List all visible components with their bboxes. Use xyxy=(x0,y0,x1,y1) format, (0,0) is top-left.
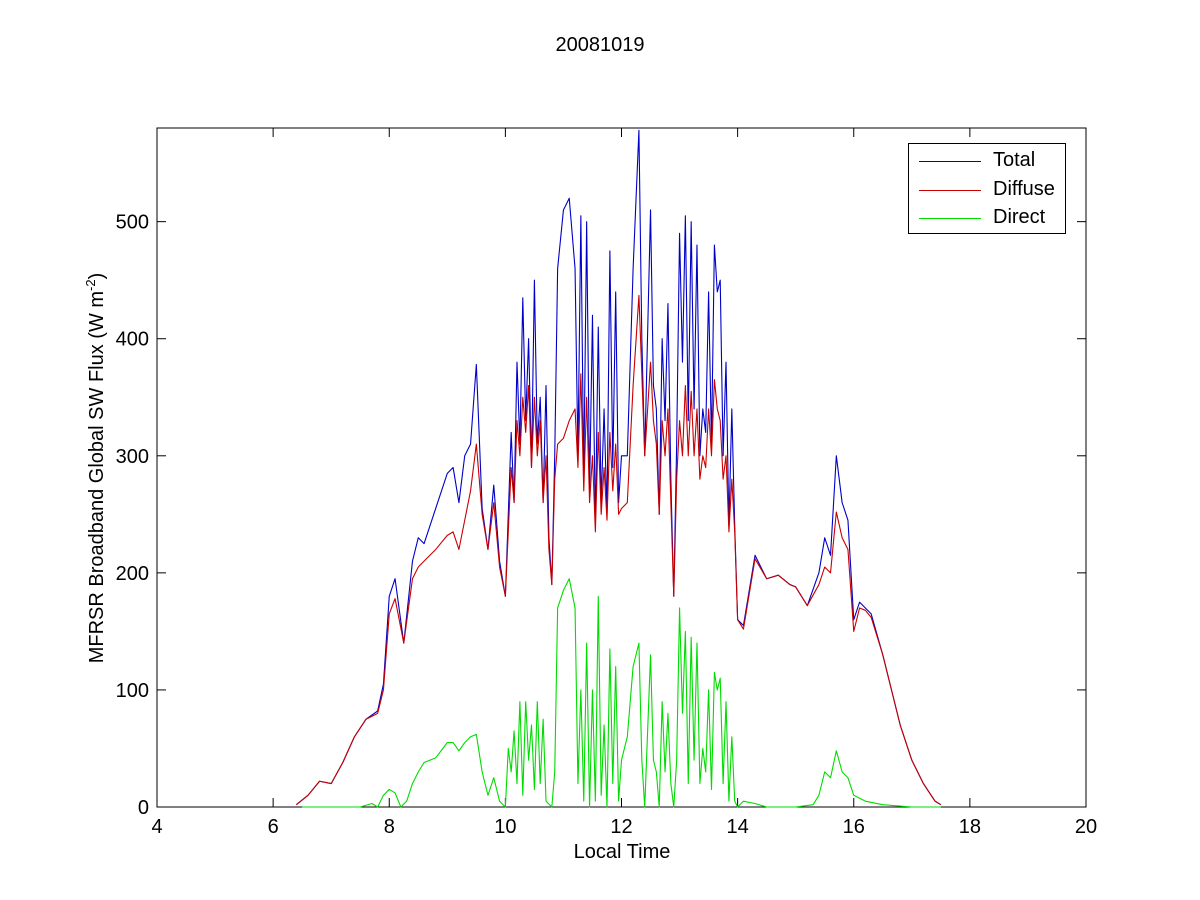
legend-swatch-diffuse xyxy=(919,190,981,191)
y-tick-label: 100 xyxy=(116,680,149,702)
chart-title: 20081019 xyxy=(555,34,645,56)
y-tick-label: 500 xyxy=(116,212,149,234)
axes-box xyxy=(156,127,1087,808)
x-tick-label: 6 xyxy=(268,816,279,838)
x-tick-label: 16 xyxy=(843,816,865,838)
y-axis-label: MFRSR Broadband Global SW Flux (W m-2) xyxy=(83,273,109,664)
legend-label-total: Total xyxy=(993,149,1036,171)
legend-swatch-total xyxy=(919,161,981,162)
legend-entry-total: Total xyxy=(909,147,1067,175)
x-tick-label: 10 xyxy=(494,816,516,838)
y-axis-label-tail: ) xyxy=(85,272,108,280)
legend-label-diffuse: Diffuse xyxy=(993,178,1055,200)
x-tick-label: 20 xyxy=(1075,816,1097,838)
x-tick-label: 8 xyxy=(384,816,395,838)
y-tick-label: 300 xyxy=(116,446,149,468)
legend: Total Diffuse Direct xyxy=(908,143,1066,234)
legend-label-direct: Direct xyxy=(993,206,1046,228)
y-tick-label: 400 xyxy=(116,329,149,351)
x-tick-label: 18 xyxy=(959,816,981,838)
series-line-direct xyxy=(302,578,941,808)
x-tick-label: 14 xyxy=(727,816,749,838)
y-tick-label: 200 xyxy=(116,563,149,585)
legend-entry-diffuse: Diffuse xyxy=(909,176,1067,204)
y-tick-label: 0 xyxy=(138,797,149,819)
y-axis-label-superscript: -2 xyxy=(83,279,99,291)
series-line-diffuse xyxy=(296,294,942,806)
legend-swatch-direct xyxy=(919,218,981,219)
x-tick-label: 4 xyxy=(151,816,162,838)
legend-entry-direct: Direct xyxy=(909,204,1067,232)
x-tick-label: 12 xyxy=(610,816,632,838)
y-axis-label-main: MFRSR Broadband Global SW Flux (W m xyxy=(85,290,108,664)
series-layer xyxy=(296,129,942,808)
x-axis-label: Local Time xyxy=(573,841,671,863)
